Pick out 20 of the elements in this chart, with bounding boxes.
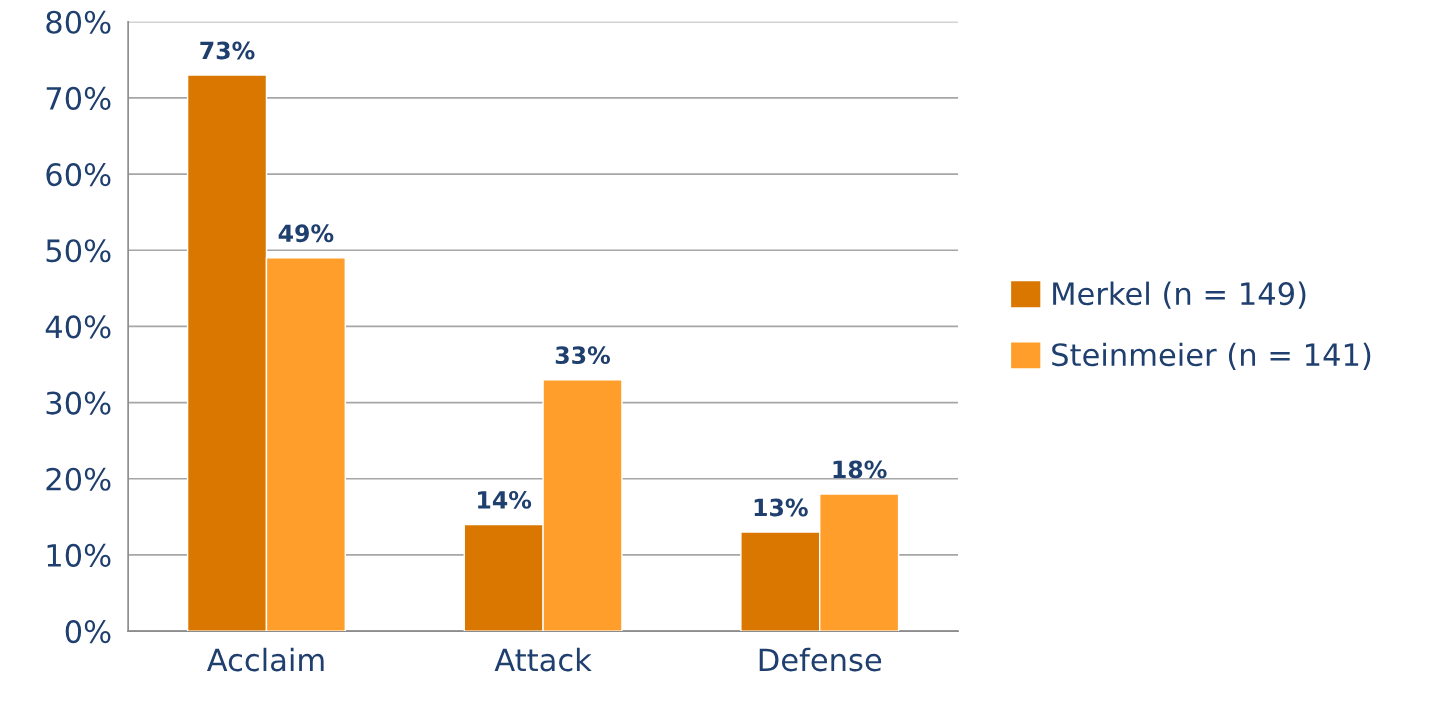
y-tick-label: 10%	[47, 543, 111, 567]
y-tick-label: 0%	[65, 620, 111, 644]
y-tick-label: 30%	[46, 391, 111, 415]
y-tick-label: 60%	[46, 163, 111, 187]
data-label: 33%	[555, 346, 611, 365]
x-tick-label: Defense	[759, 647, 882, 672]
legend-label: Steinmeier (n = 141)	[1052, 342, 1371, 370]
data-label: 14%	[478, 490, 532, 509]
data-label: 13%	[754, 498, 808, 517]
y-tick-label: 40%	[45, 315, 111, 339]
y-tick-label: 70%	[46, 86, 111, 110]
data-label: 49%	[278, 224, 334, 243]
x-tick-label: Acclaim	[206, 647, 324, 672]
y-tick-label: 80%	[46, 10, 111, 34]
legend-label: Merkel (n = 149)	[1053, 281, 1306, 309]
x-tick-label: Attack	[494, 647, 592, 672]
y-tick-label: 20%	[46, 467, 111, 491]
y-tick-label: 50%	[46, 239, 111, 263]
data-label: 73%	[200, 41, 255, 60]
data-label: 18%	[833, 460, 887, 479]
